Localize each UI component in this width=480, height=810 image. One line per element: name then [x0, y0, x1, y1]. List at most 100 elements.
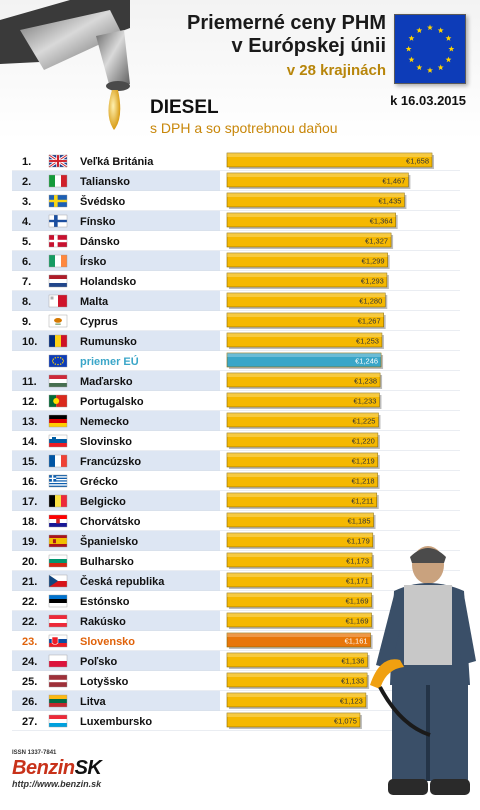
value-label: €1,185	[348, 517, 371, 526]
italy-flag-icon	[48, 174, 68, 188]
table-row: 19. Španielsko €1,179	[12, 531, 460, 551]
table-row: 21. Česká republika €1,171	[12, 571, 460, 591]
table-row: 27. Luxembursko €1,075	[12, 712, 460, 731]
value-label: €1,173	[346, 557, 369, 566]
value-label: €1,161	[345, 637, 368, 646]
price-bar	[226, 412, 379, 428]
table-row: 25. Lotyšsko €1,133	[12, 672, 460, 691]
table-row: 18. Chorvátsko €1,185	[12, 512, 460, 531]
rank-label: 4.	[22, 216, 31, 228]
brand-name: BenzinSK	[12, 757, 102, 779]
eu-flag-icon	[394, 14, 466, 84]
rank-label: 10.	[22, 336, 37, 348]
brand-main: Benzin	[12, 757, 75, 779]
value-label: €1,075	[334, 717, 357, 726]
greece-flag-icon	[48, 474, 68, 488]
value-label: €1,467	[382, 177, 405, 186]
country-label: Fínsko	[80, 216, 116, 228]
page-title: Priemerné ceny PHM v Európskej únii	[187, 12, 386, 58]
value-label: €1,219	[352, 457, 375, 466]
finland-flag-icon	[48, 214, 68, 228]
value-label: €1,299	[362, 257, 385, 266]
row-stripe	[12, 691, 220, 711]
site-url[interactable]: http://www.benzin.sk	[12, 779, 102, 789]
country-label: Írsko	[80, 255, 107, 268]
country-label: Lotyšsko	[80, 676, 129, 688]
eu-star-icon	[416, 27, 423, 34]
rank-label: 12.	[22, 396, 37, 408]
portugal-flag-icon	[48, 394, 68, 408]
rank-label: 17.	[22, 496, 37, 508]
table-row: 22. Estónsko €1,169	[12, 592, 460, 611]
table-row: 11. Maďarsko €1,238	[12, 371, 460, 391]
price-bar	[226, 492, 378, 508]
price-bar	[226, 392, 380, 408]
table-row: 16. Grécko €1,218	[12, 472, 460, 491]
country-label: Slovensko	[80, 636, 135, 648]
value-label: €1,327	[365, 237, 388, 246]
eu-flag-icon	[48, 354, 68, 368]
eu-star-icon	[427, 24, 433, 31]
france-flag-icon	[48, 454, 68, 468]
title-line-2: v Európskej únii	[231, 35, 386, 57]
country-label: Česká republika	[80, 575, 165, 588]
fuel-type-label: DIESEL	[150, 97, 219, 118]
value-label: €1,169	[346, 617, 369, 626]
country-label: Slovinsko	[80, 436, 132, 448]
eu-star-icon	[448, 45, 455, 52]
rank-label: 16.	[22, 476, 37, 488]
price-bar	[226, 352, 382, 368]
estonia-flag-icon	[48, 594, 68, 608]
table-row: 3. Švédsko €1,435	[12, 192, 460, 211]
row-stripe	[12, 211, 220, 231]
rank-label: 27.	[22, 716, 37, 728]
country-label: Litva	[80, 696, 107, 708]
belgium-flag-icon	[48, 494, 68, 508]
table-row: 24. Poľsko €1,136	[12, 651, 460, 671]
value-label: €1,133	[341, 677, 364, 686]
country-label: Malta	[80, 296, 109, 308]
country-label: Rumunsko	[80, 336, 137, 348]
country-label: Španielsko	[80, 535, 138, 548]
country-label: Holandsko	[80, 276, 137, 288]
rank-label: 25.	[22, 676, 37, 688]
value-label: €1,211	[351, 497, 373, 506]
sweden-flag-icon	[48, 194, 68, 208]
rank-label: 22.	[22, 616, 37, 628]
price-bar	[226, 692, 367, 708]
bulgaria-flag-icon	[48, 554, 68, 568]
ireland-flag-icon	[48, 254, 68, 268]
table-row: 14. Slovinsko €1,220	[12, 432, 460, 451]
price-bar	[226, 432, 379, 448]
fuel-nozzle-icon	[0, 0, 130, 130]
eu-star-icon	[445, 35, 452, 41]
title-line-1: Priemerné ceny PHM	[187, 12, 386, 34]
hungary-flag-icon	[48, 374, 68, 388]
value-label: €1,179	[347, 537, 370, 546]
price-bar	[226, 632, 371, 648]
fuel-worker-illustration	[370, 546, 476, 795]
country-label: Francúzsko	[80, 456, 141, 468]
price-bar	[226, 652, 368, 668]
table-row: priemer EÚ €1,246	[12, 352, 460, 371]
table-row: 5. Dánsko €1,327	[12, 232, 460, 251]
country-label: Belgicko	[80, 496, 126, 508]
value-label: €1,253	[356, 337, 379, 346]
country-label: Bulharsko	[80, 556, 134, 568]
price-bar	[226, 672, 368, 688]
price-bar	[226, 592, 372, 608]
rank-label: 2.	[22, 176, 31, 188]
country-label: Veľká Británia	[80, 156, 154, 168]
price-bar	[226, 312, 384, 328]
table-row: 2. Taliansko €1,467	[12, 171, 460, 191]
table-row: 23. Slovensko €1,161	[12, 632, 460, 651]
poland-flag-icon	[48, 654, 68, 668]
uk-flag-icon	[48, 153, 68, 169]
rank-label: 1.	[22, 156, 31, 168]
rank-label: 11.	[22, 376, 37, 388]
austria-flag-icon	[48, 614, 68, 628]
price-bar	[226, 712, 361, 728]
rank-label: 15.	[22, 456, 37, 468]
value-label: €1,267	[358, 317, 381, 326]
